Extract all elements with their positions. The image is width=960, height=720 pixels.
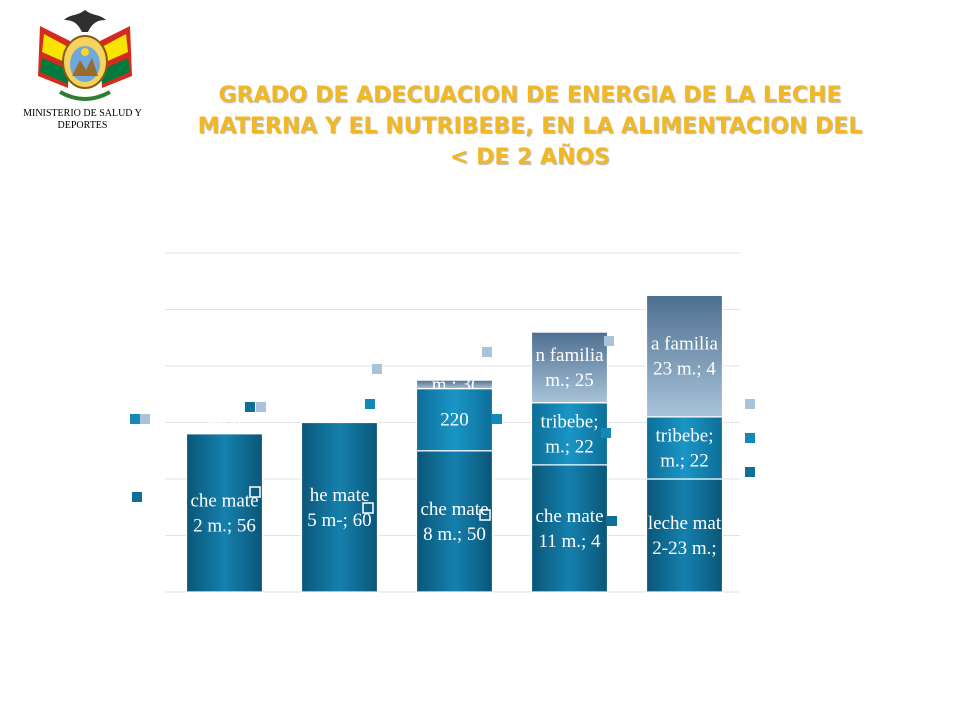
data-label-nutribebe: m; 0 <box>207 414 241 435</box>
legend-marker <box>362 502 374 514</box>
legend-marker <box>479 509 491 521</box>
bolivia-coat-of-arms-logo <box>38 10 132 101</box>
data-label-alimentacion-familiar: n familia m.; 25 <box>535 345 604 391</box>
data-label-nutribebe: 220 <box>440 410 469 431</box>
legend-marker <box>745 399 755 409</box>
data-label-nutribebe: tribebe; m.; 22 <box>540 411 598 457</box>
title-line-2: MATERNA Y EL NUTRIBEBE, EN LA ALIMENTACI… <box>197 114 863 139</box>
bar-segment-leche-materna <box>300 421 379 593</box>
bar-segment-leche-materna <box>185 433 264 593</box>
data-label-alimentacion-familiar: a familia 23 m.; 4 <box>651 334 719 380</box>
bar-segment-leche-materna <box>645 478 724 593</box>
bar-segment-alimentacion-familiar <box>645 294 724 418</box>
legend-marker <box>482 347 492 357</box>
legend-marker <box>140 414 150 424</box>
legend-marker <box>492 414 502 424</box>
legend-marker <box>601 428 611 438</box>
legend-marker <box>607 516 617 526</box>
data-label-leche-materna: he mate 5 m-; 60 <box>307 485 371 531</box>
slide-title: GRADO DE ADECUACION DE ENERGIA DE LA LEC… <box>150 80 910 173</box>
title-line-3: < DE 2 AÑOS <box>450 145 610 170</box>
data-label-leche-materna: che mate 2 m.; 56 <box>190 490 258 536</box>
title-line-1: GRADO DE ADECUACION DE ENERGIA DE LA LEC… <box>218 83 842 108</box>
bar-segment-leche-materna <box>530 464 609 593</box>
legend-marker <box>249 486 261 498</box>
legend-marker <box>745 467 755 477</box>
legend-marker <box>365 399 375 409</box>
data-label-alimentacion-familiar: m.; 3( <box>432 374 477 395</box>
data-label-leche-materna: che mate 11 m.; 4 <box>535 506 603 552</box>
legend-marker <box>372 364 382 374</box>
bar-segment-nutribebe <box>645 416 724 480</box>
legend-marker <box>130 414 140 424</box>
data-label-nutribebe: m; 0 <box>322 403 356 424</box>
data-label-nutribebe: tribebe; m.; 22 <box>655 425 713 471</box>
bar-segment-leche-materna <box>415 450 494 593</box>
legend-marker <box>132 492 142 502</box>
legend-marker <box>745 433 755 443</box>
ministry-label: MINISTERIO DE SALUD Y DEPORTES <box>23 108 142 131</box>
data-label-leche-materna: che mate 8 m.; 50 <box>420 499 488 545</box>
legend-marker <box>245 402 255 412</box>
bar-segment-alimentacion-familiar <box>415 379 494 390</box>
legend-marker <box>604 336 614 346</box>
legend-marker <box>256 402 266 412</box>
data-label-leche-materna: leche mat 2-23 m.; <box>648 513 722 559</box>
bar-segment-alimentacion-familiar <box>530 331 609 404</box>
